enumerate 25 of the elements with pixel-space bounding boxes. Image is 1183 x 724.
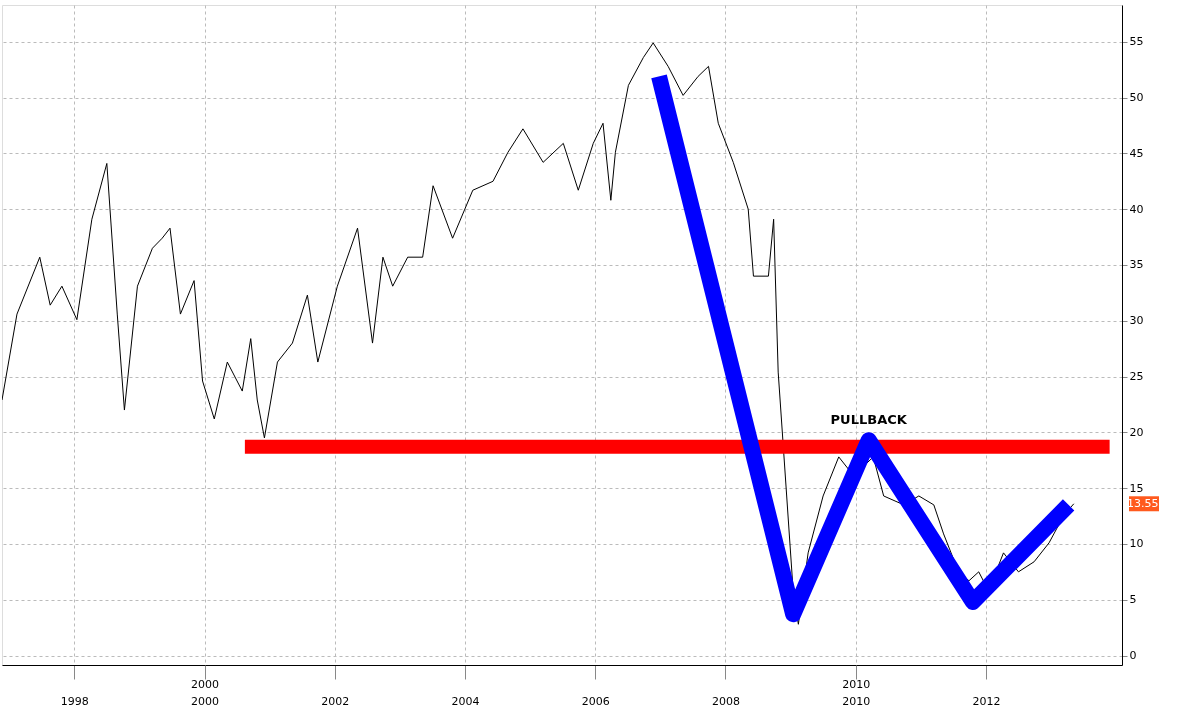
y-tick-label: 35 [1129,258,1144,272]
y-tick-label: 15 [1129,481,1144,495]
x-tick-label: 2012 [972,694,1001,708]
x2-tick-label: 2010 [842,677,871,691]
y-tick-label: 45 [1129,146,1144,160]
y-tick-label: 25 [1129,370,1144,384]
x-tick-label: 2000 [191,694,220,708]
y-tick-label: 10 [1129,537,1144,551]
x-tick-label: 2006 [581,694,610,708]
x-tick-label: 2010 [842,694,871,708]
text: 13.55 [1127,496,1159,510]
y-tick-label: 55 [1129,35,1144,49]
x2-tick-label: 2000 [191,677,220,691]
y-tick-label: 5 [1129,593,1137,607]
y-tick-label: 50 [1129,91,1144,105]
annotation: PULLBACK [830,412,908,428]
x-tick-label: 1998 [60,694,89,708]
x-tick-label: 2008 [711,694,740,708]
x-tick-label: 2002 [321,694,350,708]
x-tick-label: 2004 [451,694,480,708]
y-tick-label: 40 [1129,202,1144,216]
line-series [2,42,1075,625]
y-tick-label: 30 [1129,314,1144,328]
y-tick-label: 0 [1129,649,1137,663]
y-tick-label: 20 [1129,425,1144,439]
